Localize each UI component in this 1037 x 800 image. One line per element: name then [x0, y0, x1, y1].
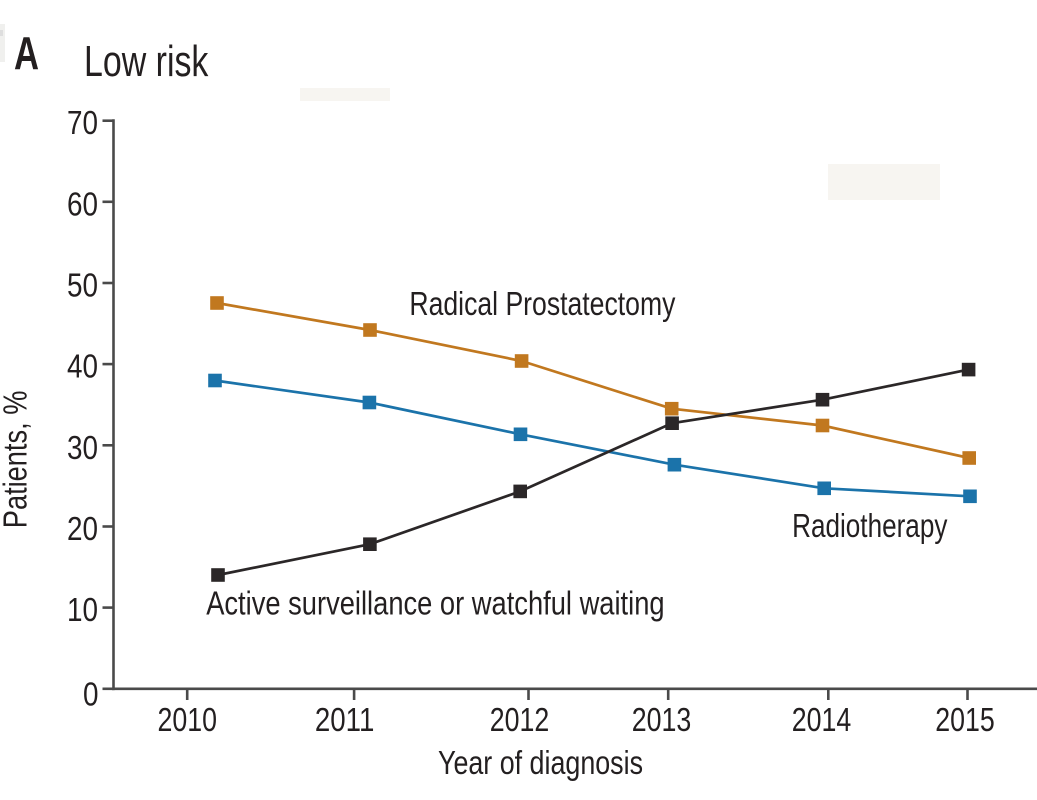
svg-text:40: 40: [67, 348, 98, 385]
svg-text:Radical Prostatectomy: Radical Prostatectomy: [409, 285, 675, 322]
svg-text:Year of diagnosis: Year of diagnosis: [438, 744, 643, 781]
svg-text:2010: 2010: [158, 701, 218, 738]
svg-text:2012: 2012: [490, 701, 550, 738]
svg-text:Active surveillance or watchfu: Active surveillance or watchful waiting: [206, 584, 664, 621]
svg-text:Patients, %: Patients, %: [0, 391, 34, 529]
svg-text:2011: 2011: [315, 701, 375, 738]
svg-text:2015: 2015: [935, 701, 995, 738]
svg-text:2014: 2014: [792, 701, 852, 738]
svg-text:70: 70: [67, 104, 98, 141]
svg-text:20: 20: [67, 510, 98, 547]
svg-text:30: 30: [67, 429, 98, 466]
svg-text:60: 60: [67, 185, 98, 222]
svg-text:2013: 2013: [632, 701, 692, 738]
svg-text:A: A: [14, 27, 39, 79]
svg-text:0: 0: [83, 675, 99, 712]
svg-text:10: 10: [67, 591, 98, 628]
svg-text:Low risk: Low risk: [84, 38, 209, 86]
svg-text:Radiotherapy: Radiotherapy: [792, 507, 948, 544]
svg-text:50: 50: [67, 267, 98, 304]
